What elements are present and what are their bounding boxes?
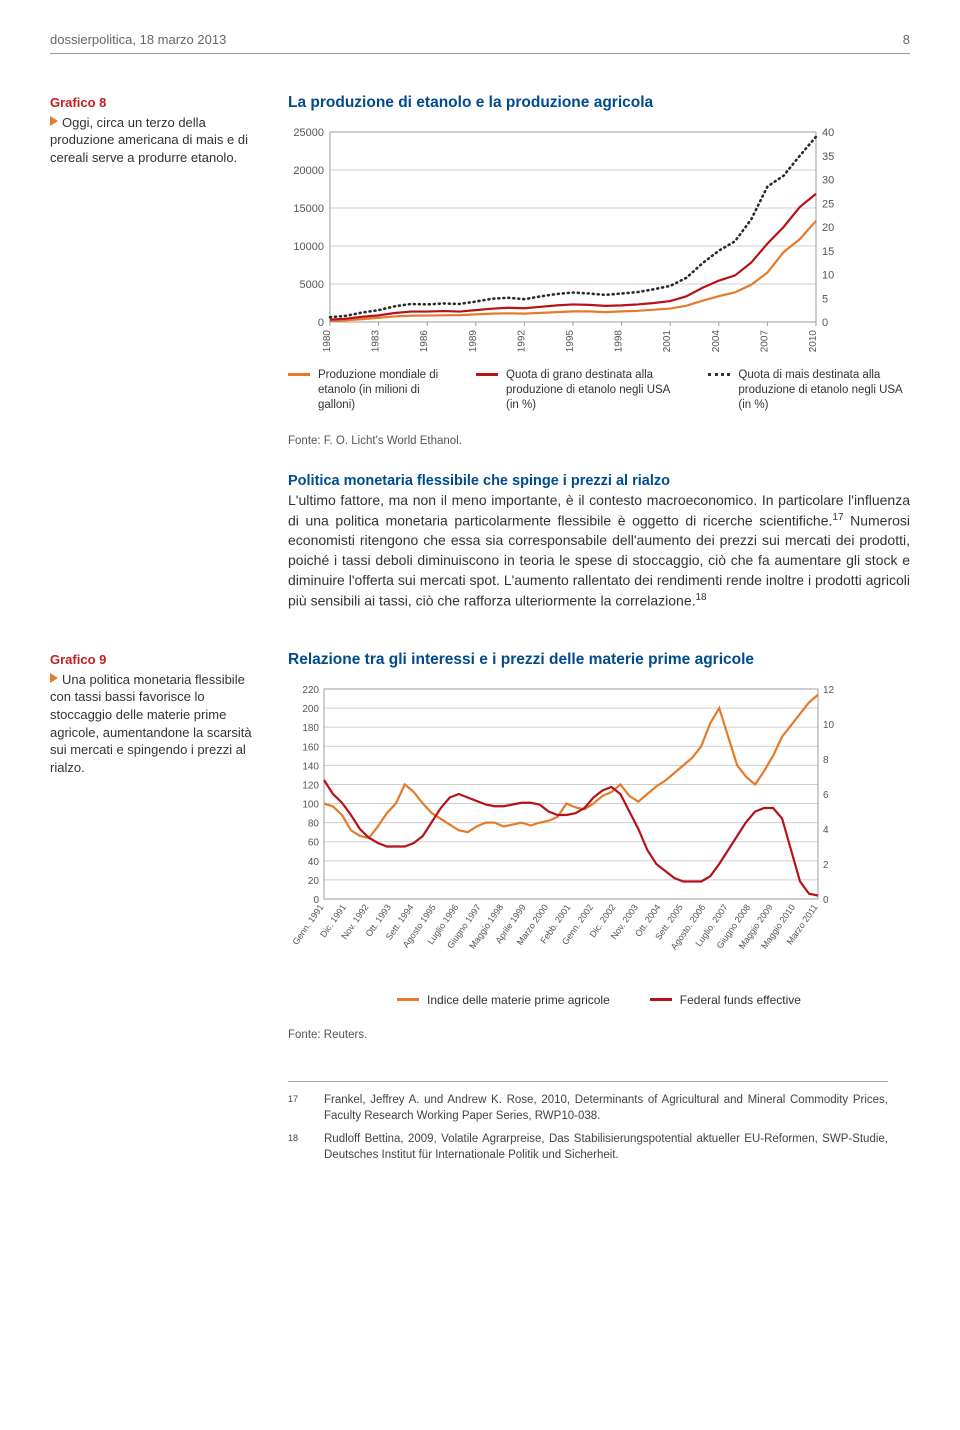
fn-num-17: 17: [288, 1092, 306, 1124]
header-page-number: 8: [903, 32, 910, 47]
legend-index-label: Indice delle materie prime agricole: [427, 993, 610, 1007]
svg-text:2010: 2010: [808, 330, 819, 353]
swatch-red: [650, 998, 672, 1001]
legend-corn-label: Quota di mais destinata alla produzione …: [738, 368, 910, 413]
para-a: L'ultimo fattore, ma non il meno importa…: [288, 492, 910, 529]
svg-text:1995: 1995: [565, 330, 576, 353]
svg-text:15000: 15000: [293, 203, 324, 215]
svg-text:8: 8: [823, 755, 829, 766]
swatch-orange: [397, 998, 419, 1001]
svg-text:160: 160: [302, 743, 319, 754]
paragraph-subhead: Politica monetaria flessibile che spinge…: [288, 473, 910, 489]
svg-text:25000: 25000: [293, 127, 324, 139]
grafico8-svg: 0 5000 10000 15000 20000 25000 0 5 10 15 20 25 30 35 4…: [288, 126, 848, 356]
legend-grain-label: Quota di grano destinata alla produzione…: [506, 368, 680, 413]
fn-text-17: Frankel, Jeffrey A. und Andrew K. Rose, …: [324, 1092, 888, 1124]
legend-corn: Quota di mais destinata alla produzione …: [708, 368, 910, 413]
svg-text:15: 15: [822, 246, 834, 258]
svg-text:40: 40: [308, 857, 320, 868]
svg-text:10000: 10000: [293, 241, 324, 253]
grafico8-main: La produzione di etanolo e la produzione…: [288, 94, 910, 611]
svg-text:1992: 1992: [516, 330, 527, 353]
svg-text:180: 180: [302, 724, 319, 735]
play-icon: [50, 673, 58, 683]
legend-ethanol-label: Produzione mondiale di etanolo (in milio…: [318, 368, 448, 413]
svg-text:20: 20: [308, 876, 320, 887]
svg-text:30: 30: [822, 175, 834, 187]
svg-text:60: 60: [308, 838, 320, 849]
swatch-red: [476, 373, 498, 376]
swatch-dash: [708, 373, 730, 376]
svg-text:20: 20: [822, 222, 834, 234]
grafico9-sidebar: Grafico 9 Una politica monetaria flessib…: [50, 651, 260, 1041]
grafico8-chart-title: La produzione di etanolo e la produzione…: [288, 94, 910, 112]
legend-fed: Federal funds effective: [650, 993, 801, 1007]
fn-ref-17: 17: [832, 512, 843, 523]
legend-ethanol: Produzione mondiale di etanolo (in milio…: [288, 368, 448, 413]
grafico9-svg: 020406080100120140160180200220024681012G…: [288, 683, 848, 983]
svg-text:140: 140: [302, 762, 319, 773]
fn-num-18: 18: [288, 1131, 306, 1163]
paragraph-body: L'ultimo fattore, ma non il meno importa…: [288, 491, 910, 612]
svg-text:1986: 1986: [419, 330, 430, 353]
svg-text:40: 40: [822, 127, 834, 139]
svg-text:80: 80: [308, 819, 320, 830]
svg-text:1989: 1989: [468, 330, 479, 353]
grafico8-sidebar: Grafico 8 Oggi, circa un terzo della pro…: [50, 94, 260, 611]
legend-grain: Quota di grano destinata alla produzione…: [476, 368, 680, 413]
grafico9-main: Relazione tra gli interessi e i prezzi d…: [288, 651, 910, 1041]
grafico9-caption: Una politica monetaria flessibile con ta…: [50, 671, 260, 776]
svg-text:1998: 1998: [614, 330, 625, 353]
grafico9-title: Grafico 9: [50, 651, 260, 669]
svg-text:Genn. 1991: Genn. 1991: [290, 903, 325, 947]
svg-text:12: 12: [823, 685, 835, 696]
grafico9-row: Grafico 9 Una politica monetaria flessib…: [50, 651, 910, 1041]
grafico8-source: Fonte: F. O. Licht's World Ethanol.: [288, 435, 910, 447]
svg-text:0: 0: [823, 895, 829, 906]
play-icon: [50, 116, 58, 126]
svg-text:0: 0: [822, 317, 828, 329]
grafico8-title: Grafico 8: [50, 94, 260, 112]
svg-text:5: 5: [822, 293, 828, 305]
svg-text:6: 6: [823, 790, 829, 801]
grafico9-source: Fonte: Reuters.: [288, 1029, 910, 1041]
footnotes: 17 Frankel, Jeffrey A. und Andrew K. Ros…: [288, 1081, 888, 1162]
grafico8-caption: Oggi, circa un terzo della produzione am…: [50, 114, 260, 167]
svg-text:10: 10: [822, 270, 834, 282]
svg-text:120: 120: [302, 781, 319, 792]
legend-index: Indice delle materie prime agricole: [397, 993, 610, 1007]
svg-text:0: 0: [318, 317, 324, 329]
svg-text:2: 2: [823, 860, 829, 871]
svg-text:35: 35: [822, 151, 834, 163]
svg-text:4: 4: [823, 825, 829, 836]
svg-text:25: 25: [822, 198, 834, 210]
grafico8-chart: 0 5000 10000 15000 20000 25000 0 5 10 15 20 25 30 35 4…: [288, 126, 848, 356]
svg-text:100: 100: [302, 800, 319, 811]
grafico9-chart-title: Relazione tra gli interessi e i prezzi d…: [288, 651, 910, 669]
svg-text:1980: 1980: [322, 330, 333, 353]
legend-fed-label: Federal funds effective: [680, 993, 801, 1007]
swatch-orange: [288, 373, 310, 376]
svg-text:2004: 2004: [711, 330, 722, 353]
footnote-18: 18 Rudloff Bettina, 2009, Volatile Agrar…: [288, 1131, 888, 1163]
grafico8-legend: Produzione mondiale di etanolo (in milio…: [288, 368, 910, 413]
svg-text:220: 220: [302, 685, 319, 696]
footnote-17: 17 Frankel, Jeffrey A. und Andrew K. Ros…: [288, 1092, 888, 1124]
svg-text:20000: 20000: [293, 165, 324, 177]
svg-text:2007: 2007: [759, 330, 770, 353]
page-header: dossierpolitica, 18 marzo 2013 8: [50, 32, 910, 54]
header-left: dossierpolitica, 18 marzo 2013: [50, 32, 226, 47]
grafico9-chart: 020406080100120140160180200220024681012G…: [288, 683, 848, 983]
svg-text:200: 200: [302, 704, 319, 715]
svg-text:5000: 5000: [300, 279, 324, 291]
fn-text-18: Rudloff Bettina, 2009, Volatile Agrarpre…: [324, 1131, 888, 1163]
grafico8-row: Grafico 8 Oggi, circa un terzo della pro…: [50, 94, 910, 611]
grafico9-legend: Indice delle materie prime agricole Fede…: [288, 993, 910, 1007]
svg-text:10: 10: [823, 720, 835, 731]
fn-ref-18: 18: [696, 592, 707, 603]
svg-text:1983: 1983: [371, 330, 382, 353]
svg-text:2001: 2001: [662, 330, 673, 353]
